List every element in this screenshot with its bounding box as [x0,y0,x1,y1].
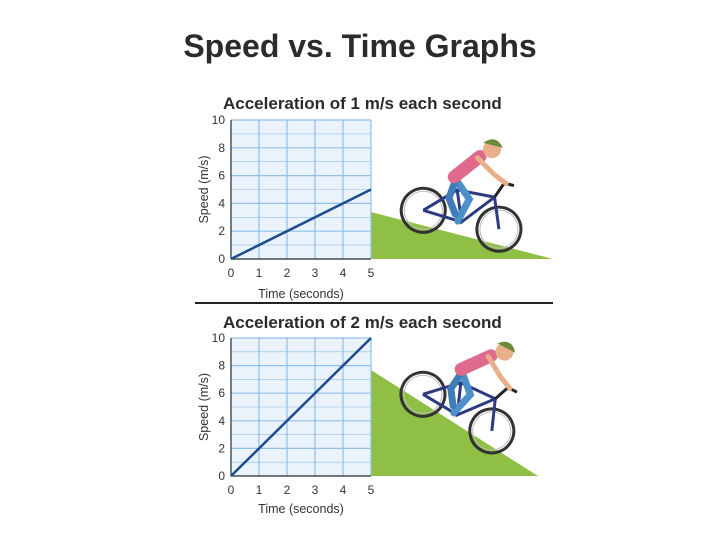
x-tick-label: 1 [256,483,263,497]
chart-1: 0 1 2 3 4 5 0 2 4 6 8 10 Time (seconds) Speed (m/s) [197,113,375,301]
y-tick-label: 2 [218,224,225,238]
x-tick-label: 2 [284,483,291,497]
x-tick-label: 4 [340,483,347,497]
x-tick-label: 5 [368,266,375,280]
x-tick-label: 2 [284,266,291,280]
hill-slope-gentle [371,212,553,259]
y-tick-label: 2 [218,441,225,455]
y-tick-label: 0 [218,469,225,483]
x-tick-label: 0 [228,266,235,280]
y-tick-label: 4 [218,196,225,210]
x-axis-label: Time (seconds) [258,287,344,301]
series-line [230,337,372,477]
x-tick-label: 5 [368,483,375,497]
y-tick-label: 10 [212,331,226,345]
chart-2: 0 1 2 3 4 5 0 2 4 6 8 10 Time (seconds) Speed (m/s) [197,331,375,516]
y-axis-label: Speed (m/s) [197,155,211,223]
chart-1-title: Acceleration of 1 m/s each second [223,94,502,113]
y-tick-label: 6 [218,386,225,400]
y-tick-label: 0 [218,252,225,266]
y-tick-label: 4 [218,414,225,428]
y-tick-label: 8 [218,141,225,155]
chart-2-title: Acceleration of 2 m/s each second [223,313,502,332]
page-title: Speed vs. Time Graphs [183,28,537,64]
y-tick-label: 10 [212,113,226,127]
y-tick-label: 8 [218,359,225,373]
y-axis-label: Speed (m/s) [197,373,211,441]
series-line [230,188,372,261]
x-tick-label: 1 [256,266,263,280]
panel-divider [195,302,553,304]
x-tick-label: 4 [340,266,347,280]
x-tick-label: 0 [228,483,235,497]
x-tick-label: 3 [312,483,319,497]
x-axis-label: Time (seconds) [258,502,344,516]
x-tick-label: 3 [312,266,319,280]
y-tick-label: 6 [218,169,225,183]
